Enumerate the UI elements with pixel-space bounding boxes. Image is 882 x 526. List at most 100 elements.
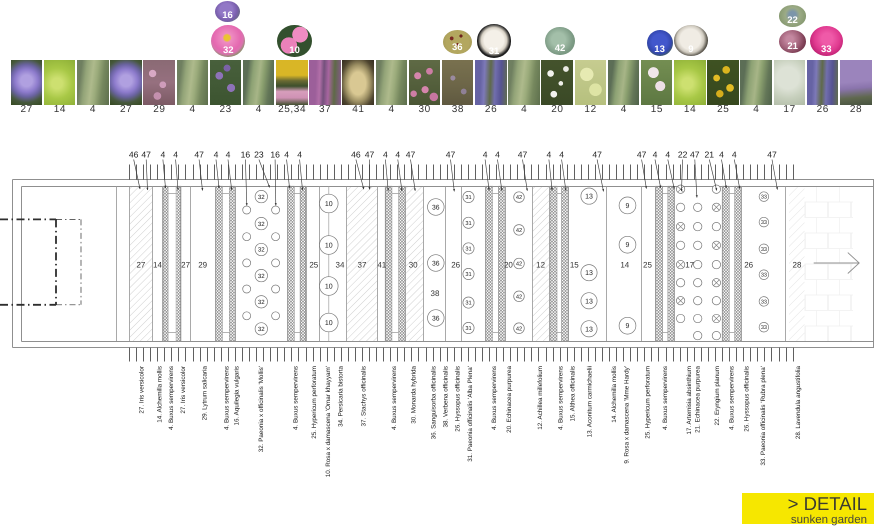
svg-text:12: 12 (536, 261, 545, 270)
svg-text:13: 13 (585, 326, 593, 333)
svg-text:32: 32 (258, 273, 265, 280)
svg-text:33: 33 (761, 220, 767, 226)
svg-text:47: 47 (446, 150, 456, 160)
svg-text:37: 37 (358, 261, 367, 270)
svg-text:12. Achillea millefolium: 12. Achillea millefolium (537, 366, 544, 430)
svg-text:31: 31 (465, 272, 471, 278)
svg-text:4: 4 (483, 150, 488, 160)
svg-text:42: 42 (516, 326, 522, 332)
svg-text:15: 15 (570, 261, 579, 270)
svg-text:20. Echinacea purpurea: 20. Echinacea purpurea (506, 366, 513, 433)
svg-text:4: 4 (226, 150, 231, 160)
svg-text:38: 38 (431, 289, 440, 298)
svg-text:26: 26 (744, 261, 753, 270)
svg-text:14: 14 (153, 261, 162, 270)
svg-text:4. Buxus sempervirens: 4. Buxus sempervirens (558, 366, 565, 430)
svg-text:14. Alchemilla mollis: 14. Alchemilla mollis (157, 366, 164, 423)
svg-text:17: 17 (685, 261, 694, 270)
svg-text:4: 4 (665, 150, 670, 160)
svg-text:25: 25 (309, 261, 318, 270)
svg-text:4: 4 (547, 150, 552, 160)
svg-text:42: 42 (516, 195, 522, 201)
svg-text:47: 47 (194, 150, 204, 160)
svg-text:10: 10 (325, 243, 333, 250)
svg-text:22. Eryngium planum: 22. Eryngium planum (714, 366, 721, 426)
svg-text:16. Aquilegia vulgaris: 16. Aquilegia vulgaris (234, 366, 241, 426)
svg-text:31: 31 (465, 301, 471, 307)
svg-text:13: 13 (585, 298, 593, 305)
svg-text:26. Hyssopus officinalis: 26. Hyssopus officinalis (744, 366, 751, 432)
svg-text:4: 4 (719, 150, 724, 160)
svg-text:15. Althea officinalis: 15. Althea officinalis (570, 366, 577, 422)
svg-text:31: 31 (465, 195, 471, 201)
svg-text:28. Lavendula angustifolia: 28. Lavendula angustifolia (795, 366, 802, 440)
svg-text:9: 9 (626, 203, 630, 210)
svg-text:4: 4 (173, 150, 178, 160)
svg-text:9. Rosa x damascena 'Mme Hardy: 9. Rosa x damascena 'Mme Hardy' (624, 366, 631, 464)
svg-text:36: 36 (432, 315, 440, 322)
svg-text:36: 36 (432, 204, 440, 211)
svg-text:9: 9 (626, 242, 630, 249)
svg-text:47: 47 (690, 150, 700, 160)
svg-text:47: 47 (592, 150, 602, 160)
svg-text:14: 14 (620, 261, 629, 270)
svg-text:13. Aconitum carmichaelii: 13. Aconitum carmichaelii (587, 366, 594, 437)
svg-text:4: 4 (559, 150, 564, 160)
svg-text:30. Monarda hybrida: 30. Monarda hybrida (411, 366, 418, 424)
svg-text:47: 47 (637, 150, 647, 160)
svg-text:16: 16 (270, 150, 280, 160)
svg-text:30: 30 (409, 261, 418, 270)
svg-text:4. Buxus sempervirens: 4. Buxus sempervirens (293, 366, 300, 430)
svg-text:34. Persicaria bistorta: 34. Persicaria bistorta (338, 366, 345, 427)
svg-text:4: 4 (383, 150, 388, 160)
svg-text:26. Hyssopus officinalis: 26. Hyssopus officinalis (455, 366, 462, 432)
svg-text:4: 4 (297, 150, 302, 160)
svg-text:32: 32 (258, 299, 265, 306)
svg-text:41: 41 (377, 261, 386, 270)
svg-text:33. Paeonia officinalis 'Rubra: 33. Paeonia officinalis 'Rubra plena' (760, 366, 767, 466)
svg-text:10: 10 (325, 320, 333, 327)
svg-text:32: 32 (258, 194, 265, 201)
svg-text:33: 33 (761, 273, 767, 279)
svg-text:38. Verbena officinalis: 38. Verbena officinalis (443, 366, 450, 428)
svg-text:46: 46 (129, 150, 139, 160)
svg-text:32: 32 (258, 326, 265, 333)
svg-text:4. Buxus sempervirens: 4. Buxus sempervirens (391, 366, 398, 430)
svg-text:36. Sanguisorba officinalis: 36. Sanguisorba officinalis (431, 366, 438, 439)
svg-text:4: 4 (284, 150, 289, 160)
svg-text:31: 31 (465, 326, 471, 332)
svg-text:33: 33 (761, 325, 767, 331)
svg-text:4. Buxus sempervirens: 4. Buxus sempervirens (224, 366, 231, 430)
svg-text:27: 27 (136, 261, 145, 270)
svg-text:4: 4 (214, 150, 219, 160)
svg-text:31: 31 (465, 221, 471, 227)
svg-text:32: 32 (258, 247, 265, 254)
svg-text:4. Buxus sempervirens: 4. Buxus sempervirens (491, 366, 498, 430)
svg-text:20: 20 (504, 261, 513, 270)
svg-text:21: 21 (705, 150, 715, 160)
svg-text:10: 10 (325, 201, 333, 208)
svg-text:42: 42 (516, 228, 522, 234)
svg-text:26: 26 (451, 261, 460, 270)
svg-text:16: 16 (241, 150, 251, 160)
svg-text:47: 47 (767, 150, 777, 160)
svg-text:25. Hypericum perforatum: 25. Hypericum perforatum (311, 366, 318, 439)
svg-text:27. Iris versicolor: 27. Iris versicolor (139, 366, 146, 414)
svg-text:42: 42 (516, 262, 522, 268)
svg-text:22: 22 (678, 150, 688, 160)
svg-text:27: 27 (181, 261, 190, 270)
svg-text:13: 13 (585, 194, 593, 201)
svg-text:37. Stachys officinalis: 37. Stachys officinalis (361, 366, 368, 426)
svg-text:47: 47 (406, 150, 416, 160)
svg-text:32: 32 (258, 221, 265, 228)
svg-text:46: 46 (351, 150, 361, 160)
svg-text:10. Rosa x damascena 'Omar kha: 10. Rosa x damascena 'Omar khayyam' (325, 366, 332, 477)
svg-text:33: 33 (761, 247, 767, 253)
svg-text:33: 33 (761, 195, 767, 201)
svg-text:4. Buxus sempervirens: 4. Buxus sempervirens (729, 366, 736, 430)
svg-text:10: 10 (325, 284, 333, 291)
svg-text:31: 31 (465, 247, 471, 253)
svg-text:4: 4 (732, 150, 737, 160)
svg-text:17. Artemisia absinthium: 17. Artemisia absinthium (686, 366, 693, 435)
svg-text:4: 4 (161, 150, 166, 160)
